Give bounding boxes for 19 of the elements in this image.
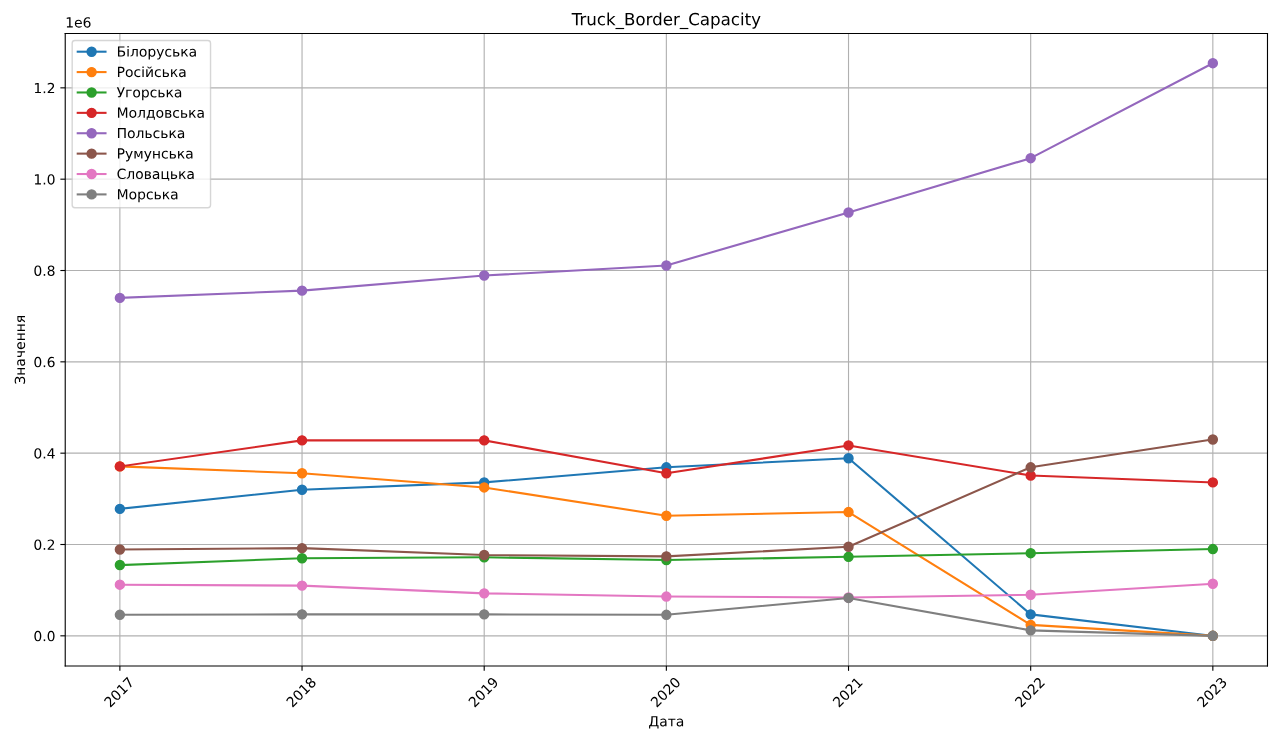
legend-label: Молдовська [117,107,204,120]
y-tick-label: 0.6 [34,356,55,368]
y-tick-label: 0.0 [34,630,55,642]
y-tick-label: 0.2 [34,539,55,550]
legend-label: Угорська [116,87,182,101]
legend-label: Білоруська [117,46,196,60]
y-axis-title: Значення [14,316,26,384]
y-tick-label: 1.0 [34,174,55,185]
y-tick-label: 1.2 [34,82,55,94]
legend-label: Польська [117,127,185,139]
legend-label: Російська [117,66,186,78]
text: 1e6 [66,17,91,28]
y-tick-label: 0.4 [34,448,55,459]
x-axis-title: Дата [649,716,684,729]
legend-label: Румунська [117,148,193,162]
chart-title: Truck_Border_Capacity [571,12,761,30]
legend-label: Морська [117,189,178,203]
legend-label: Словацька [117,168,194,181]
y-tick-label: 0.8 [34,265,55,276]
